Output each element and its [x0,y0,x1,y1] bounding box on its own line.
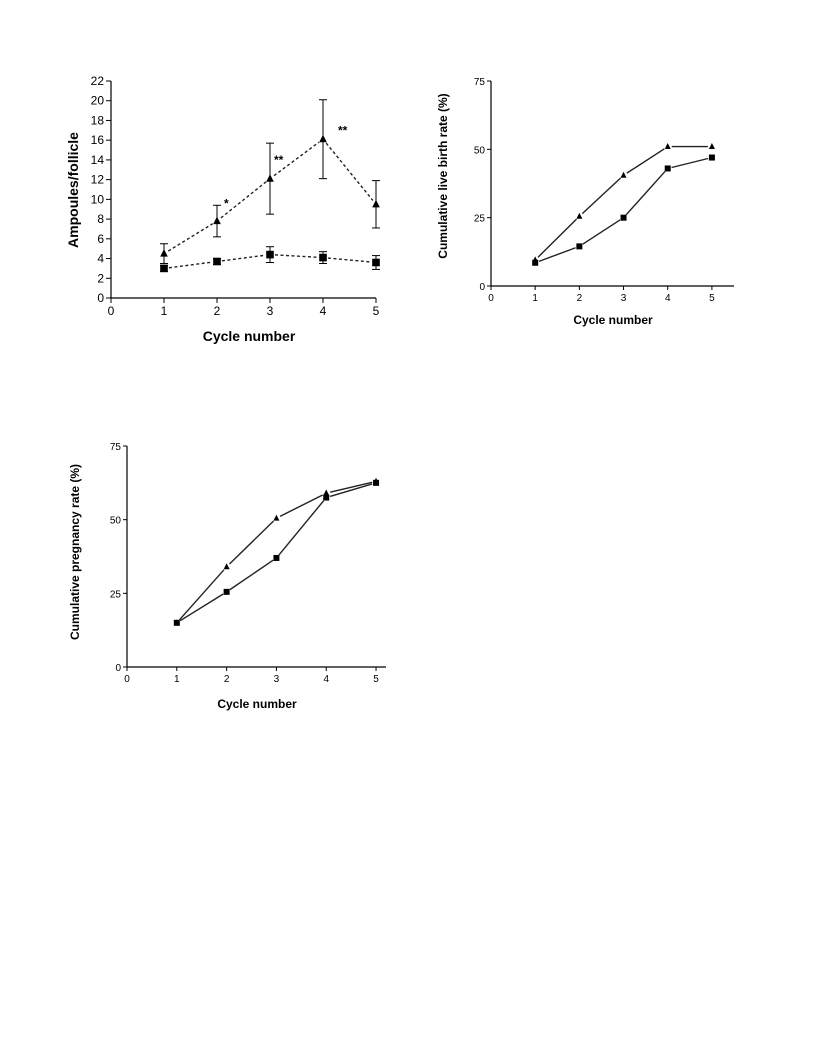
chart3-series2-square-marker [323,494,330,501]
chart2-series2-square-marker [664,165,671,172]
chart3-x-tick-label: 5 [373,674,379,685]
chart3-x-tick-label: 2 [224,674,230,685]
chart3-series2-line-segment [179,593,224,622]
chart3-x-tick-label: 3 [274,674,280,685]
chart1-series1-triangle-marker [372,199,380,208]
chart1-y-tick-label: 20 [91,94,105,108]
chart3-series1-triangle-marker [323,489,330,496]
chart2-series2-line-segment [625,170,666,216]
chart1-x-tick-label: 0 [108,304,115,318]
chart1-significance-marker: * [224,196,229,210]
chart2-series2-square-marker [532,259,539,266]
chart1-series2-line-segment [221,254,266,262]
chart2-series2-line-segment [582,219,621,245]
chart1-x-tick-label: 2 [214,304,221,318]
chart1-series2-square-marker [266,250,274,259]
chart1-y-tick-label: 4 [97,252,104,266]
chart3-series1-line-segment [228,520,275,565]
chart1-series2-square-marker [160,264,168,273]
chart3-series1-line-segment [279,494,323,518]
chart3-series2-line-segment [278,500,325,556]
chart1-x-tick-label: 5 [373,304,380,318]
chart1-y-tick-label: 12 [91,173,105,187]
chart2-series1-triangle-marker [664,143,671,149]
chart2-series1-triangle-marker [576,212,583,219]
chart1-series1-triangle-marker [266,174,274,182]
chart1-significance-marker: ** [338,123,348,137]
chart1-y-tick-label: 14 [91,153,105,167]
chart1-series1-line-segment [220,181,267,219]
chart1-series1-line-segment [273,141,320,177]
chart1-series1-line-segment [167,223,214,252]
chart1-y-tick-label: 2 [97,271,104,285]
chart2-x-tick-label: 1 [532,293,538,304]
chart1-series2-square-marker [372,258,380,267]
chart1-x-axis-label: Cycle number [203,328,296,344]
chart1-series1-triangle-marker [213,216,221,225]
chart3-series2-line-segment [229,559,274,591]
chart3-series2-square-marker [273,554,280,561]
chart1-y-tick-label: 6 [97,232,104,246]
chart2-y-tick-label: 0 [479,282,485,293]
chart2-series1-triangle-marker [708,143,715,149]
chart2-series2-square-marker [708,154,715,161]
chart3-x-tick-label: 0 [124,674,130,685]
chart2-series2-square-marker [576,243,583,250]
chart1-y-tick-label: 0 [97,291,104,305]
chart3-x-axis-label: Cycle number [217,697,297,711]
chart1-series1-triangle-marker [160,249,168,257]
chart1-series2-line-segment [274,254,319,258]
chart3-series2-square-marker [223,588,230,595]
chart2-y-tick-label: 50 [474,145,486,156]
chart2-series2-line-segment [671,157,709,169]
chart1-y-tick-label: 10 [91,192,105,206]
chart2-series1-line-segment [537,218,578,258]
chart2-series1-line-segment [626,148,665,174]
chart2-series2-line-segment [538,247,576,263]
chart1-y-tick-label: 8 [97,212,104,226]
chart2-series2-square-marker [620,214,627,221]
chart2-series1-triangle-marker [620,171,627,178]
chart1-x-tick-label: 4 [320,304,327,318]
chart3-series2-square-marker [173,619,180,626]
chart2-series1-line-segment [581,177,622,215]
chart1-series1-line-segment [325,142,374,201]
chart3-series1-triangle-marker [273,514,280,521]
chart3-y-tick-label: 0 [115,663,121,674]
chart2-x-tick-label: 2 [577,293,583,304]
chart1-series2-square-marker [319,253,327,262]
chart2-y-tick-label: 75 [474,77,486,88]
chart2-y-tick-label: 25 [474,214,486,225]
chart3-y-tick-label: 25 [110,589,122,600]
chart3-y-tick-label: 75 [110,442,122,453]
chart3-series2-line-segment [329,483,373,498]
chart1-y-tick-label: 18 [91,113,105,127]
chart1-significance-marker: ** [274,153,284,167]
chart3-x-tick-label: 1 [174,674,180,685]
chart2-y-axis-label: Cumulative live birth rate (%) [436,93,450,258]
chart2-x-tick-label: 4 [665,293,671,304]
chart3-y-tick-label: 50 [110,516,122,527]
chart3-y-axis-label: Cumulative pregnancy rate (%) [68,464,82,640]
chart1-y-axis-label: Ampoules/follicle [65,132,81,248]
chart3-series1-line-segment [329,481,373,493]
chart1-series2-line-segment [168,261,213,269]
chart1-x-tick-label: 1 [161,304,168,318]
chart3-series2-square-marker [373,479,380,486]
chart3-series1-triangle-marker [223,563,230,570]
chart1-x-tick-label: 3 [267,304,274,318]
chart2-x-axis-label: Cycle number [573,313,653,327]
chart1-series2-line-segment [327,257,372,263]
chart1-y-tick-label: 16 [91,133,105,147]
chart3-series1-line-segment [178,569,225,621]
chart3-x-tick-label: 4 [323,674,329,685]
chart2-x-tick-label: 0 [488,293,494,304]
chart1-series2-square-marker [213,257,221,266]
chart2-x-tick-label: 3 [621,293,627,304]
chart1-y-tick-label: 22 [91,74,105,88]
chart2-x-tick-label: 5 [709,293,715,304]
chart1-series1-triangle-marker [319,134,327,143]
